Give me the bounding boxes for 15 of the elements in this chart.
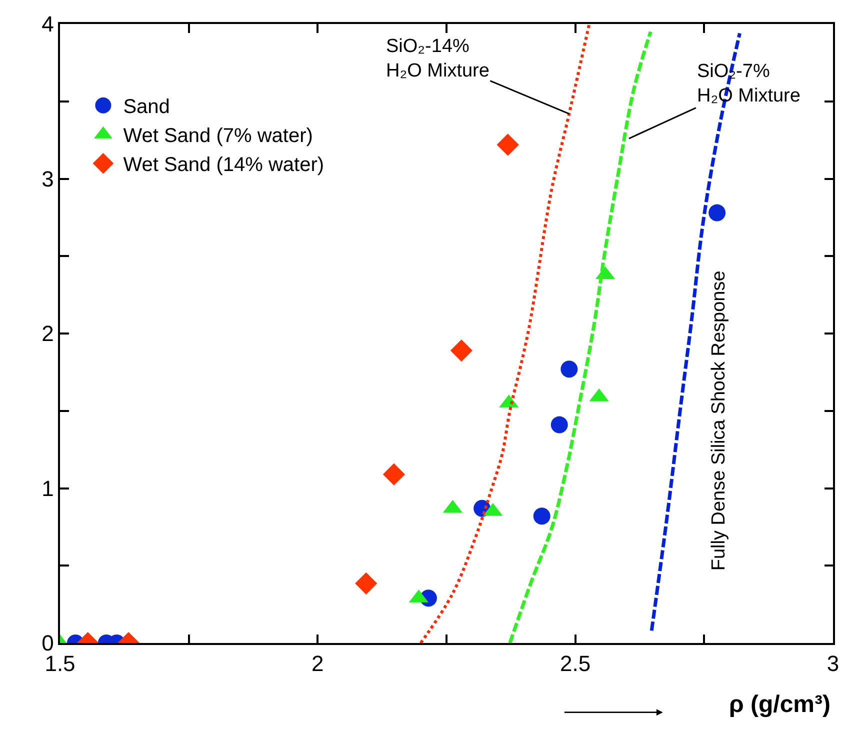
y-tick-label: 4 — [42, 12, 54, 37]
annotation: Fully Dense Silica Shock Response — [708, 270, 730, 571]
y-tick-label: 3 — [42, 166, 54, 192]
legend-label: Wet Sand (7% water) — [123, 125, 313, 148]
x-tick-label: 2.5 — [560, 651, 591, 676]
legend-label: Sand — [123, 96, 170, 118]
x-tick-label: 3 — [826, 651, 840, 676]
annotation: SiO₂-7% H₂O Mixture — [697, 61, 800, 107]
line-series — [508, 30, 652, 643]
annotation: SiO₂-14% H₂O Mixture — [386, 36, 490, 82]
x-tick-label: 2 — [312, 651, 324, 676]
legend-label: Wet Sand (14% water) — [123, 154, 324, 176]
y-tick-label: 1 — [42, 476, 54, 501]
y-tick-label: 2 — [42, 321, 54, 346]
x-axis-title: ρ (g/cm³) — [729, 691, 831, 718]
